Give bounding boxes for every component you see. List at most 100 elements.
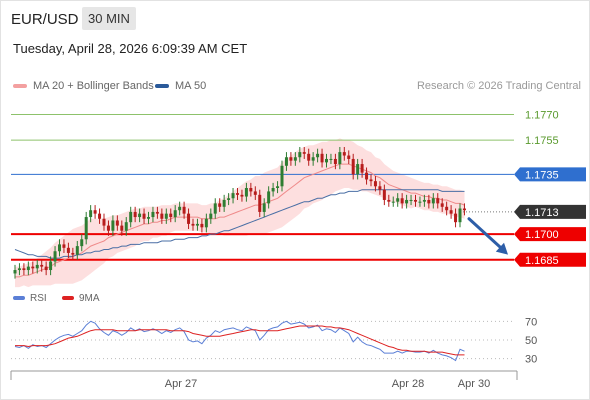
x-tick-label: Apr 27 [165,378,197,390]
candle [231,188,235,204]
candle-body [213,203,217,214]
candle-body [89,210,93,218]
candle [356,158,360,180]
candle-body [17,268,21,271]
candle-body [449,210,453,214]
candle [462,203,466,216]
candle-body [436,198,440,204]
moving-average-layer [14,163,465,278]
candle-body [26,266,30,271]
candle-body [209,213,213,219]
candle [422,194,426,207]
candle [378,181,382,195]
rsi-swatch [13,296,25,301]
candle-body [369,179,373,182]
candle-body [102,218,106,226]
rsi-tick-30: 30 [525,354,537,366]
candle [44,261,48,276]
candle [240,189,244,202]
x-tick-label: Apr 28 [392,378,424,390]
candle [311,152,315,166]
candle [187,208,191,230]
candle-body [431,198,435,204]
candle [391,196,395,207]
candle-body [360,164,364,173]
candle [418,196,422,207]
candle-body [356,164,360,175]
candle-body [195,223,199,226]
forecast-arrow-layer [467,217,508,255]
candle [195,218,199,231]
datetime-label: Tuesday, April 28, 2026 6:09:39 AM CET [13,41,248,56]
candle [396,193,400,207]
candle [142,208,146,224]
candle-body [373,181,377,187]
candle-body [93,210,97,214]
candle [293,152,297,166]
candle [182,201,186,219]
candle-body [31,266,35,269]
level-tag-1.1685 [514,252,586,267]
legend-rsi-ma-label: 9MA [79,293,100,304]
candle-body [49,261,53,271]
candle [31,261,35,274]
candle-body [400,198,404,204]
candle-body [191,223,195,226]
candle [204,213,208,233]
candle-body [160,213,164,219]
candle-body [133,211,137,218]
candle-body [320,153,324,163]
candle-body [187,213,191,224]
candle [66,242,70,259]
candle [138,208,142,223]
legend-rsi-label: RSI [30,293,47,304]
level-labels-layer: 1.1770 1.1755 1.1735 1.1713 1.1700 1.1685 [514,110,586,267]
candle-body [267,191,271,204]
candle-body [182,206,186,214]
candle-body [396,198,400,202]
candle-body [316,153,320,158]
x-axis: Apr 27 Apr 28 Apr 30 [10,370,518,390]
candle-body [262,203,266,212]
candle [414,194,417,207]
candle [222,194,226,212]
chart-header: EUR/USD 30 MIN [0,0,588,36]
candle-body [387,199,391,202]
candle-body [382,189,386,200]
candle [244,182,248,202]
candle-body [289,157,293,161]
credit-label: Research © 2026 Trading Central [416,80,581,92]
candle-body [200,223,204,228]
candle-body [258,194,262,212]
level-label-1.1735: 1.1735 [525,169,559,181]
candle [200,218,204,233]
candle [342,146,346,161]
level-label-1.1700: 1.1700 [525,229,559,241]
candle [262,198,266,218]
legend-ma20-label: MA 20 + Bollinger Bands [33,80,154,92]
candle-body [84,217,88,240]
candle-body [173,210,177,218]
candle-body [338,152,342,165]
candle-body [40,264,44,267]
candle [58,239,61,257]
candle [289,152,293,166]
candle-body [98,213,102,219]
candle-body [53,251,57,262]
candle [102,213,106,231]
candle [271,182,275,197]
candle [84,211,88,245]
candle-body [22,268,26,271]
candle [454,208,458,228]
candle-body [418,201,422,203]
candle-body [169,213,173,218]
candle [133,206,137,223]
candle-body [227,198,231,200]
candle [147,211,150,224]
candle [333,153,337,170]
candle [400,193,404,209]
candle-body [458,208,462,223]
candle [75,240,79,260]
timeframe-button[interactable]: 30 MIN [82,7,136,30]
candle-body [378,186,382,190]
